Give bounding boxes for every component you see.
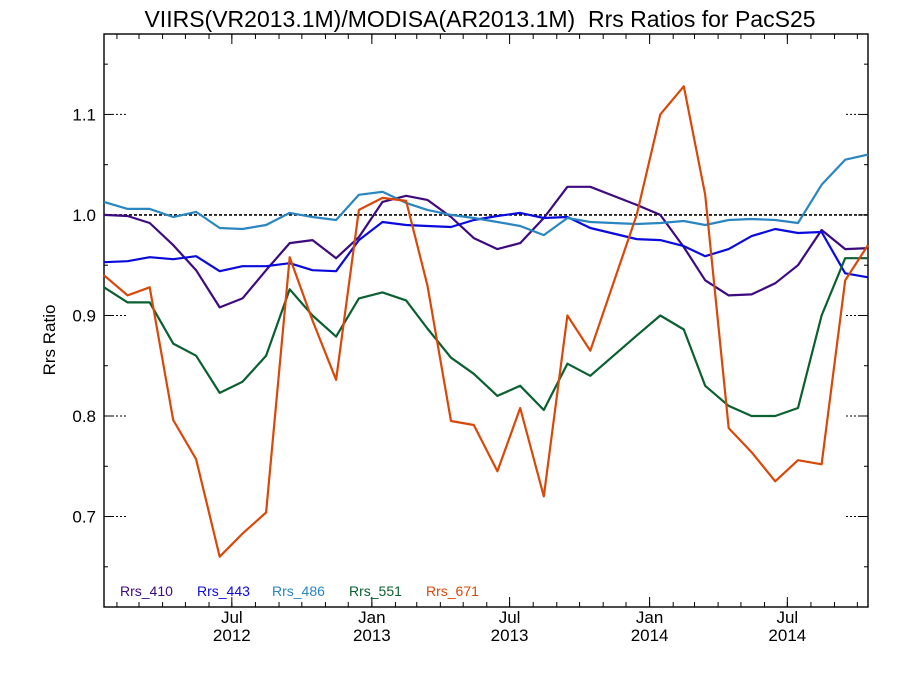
y-tick-label: 0.7	[72, 508, 96, 527]
series-line-Rrs_551	[103, 257, 868, 418]
series-Rrs_443	[103, 211, 869, 279]
y-tick-label: 0.8	[72, 407, 96, 426]
y-tick-label: 1.0	[72, 206, 96, 225]
legend-label-Rrs_551: Rrs_551	[349, 583, 402, 599]
y-axis-label: Rrs Ratio	[40, 305, 59, 376]
legend-label-Rrs_443: Rrs_443	[197, 583, 250, 599]
x-tick-month: Jul	[776, 608, 798, 627]
y-tick-label: 0.9	[72, 306, 96, 325]
x-tick-year: 2012	[213, 626, 251, 645]
series-Rrs_410	[103, 185, 869, 309]
x-tick-year: 2013	[353, 626, 391, 645]
series-Rrs_671	[103, 85, 869, 558]
chart-title: VIIRS(VR2013.1M)/MODISA(AR2013.1M) Rrs R…	[144, 6, 816, 32]
x-tick-year: 2013	[491, 626, 529, 645]
x-tick-month: Jan	[358, 608, 385, 627]
series-line-Rrs_671	[103, 85, 869, 558]
axes	[103, 33, 869, 608]
legend: Rrs_410 Rrs_443 Rrs_486 Rrs_551 Rrs_671	[120, 583, 479, 599]
legend-label-Rrs_486: Rrs_486	[272, 583, 325, 599]
legend-label-Rrs_671: Rrs_671	[426, 583, 479, 599]
series-Rrs_551	[103, 257, 869, 418]
x-tick-month: Jul	[499, 608, 521, 627]
x-tick-year: 2014	[631, 626, 669, 645]
legend-label-Rrs_410: Rrs_410	[120, 583, 173, 599]
tick-labels: 0.70.80.91.01.1Jul2012Jan2013Jul2013Jan2…	[72, 105, 806, 645]
series-line-Rrs_443	[103, 211, 869, 279]
x-tick-year: 2014	[768, 626, 806, 645]
plot-frame	[103, 33, 869, 608]
x-tick-month: Jul	[221, 608, 243, 627]
x-tick-month: Jan	[636, 608, 663, 627]
series-Rrs_486	[103, 153, 869, 237]
grid-layer	[112, 113, 860, 518]
y-tick-label: 1.1	[72, 105, 96, 124]
series-layer	[103, 85, 869, 558]
series-line-Rrs_486	[103, 153, 869, 237]
series-line-Rrs_410	[103, 185, 869, 309]
